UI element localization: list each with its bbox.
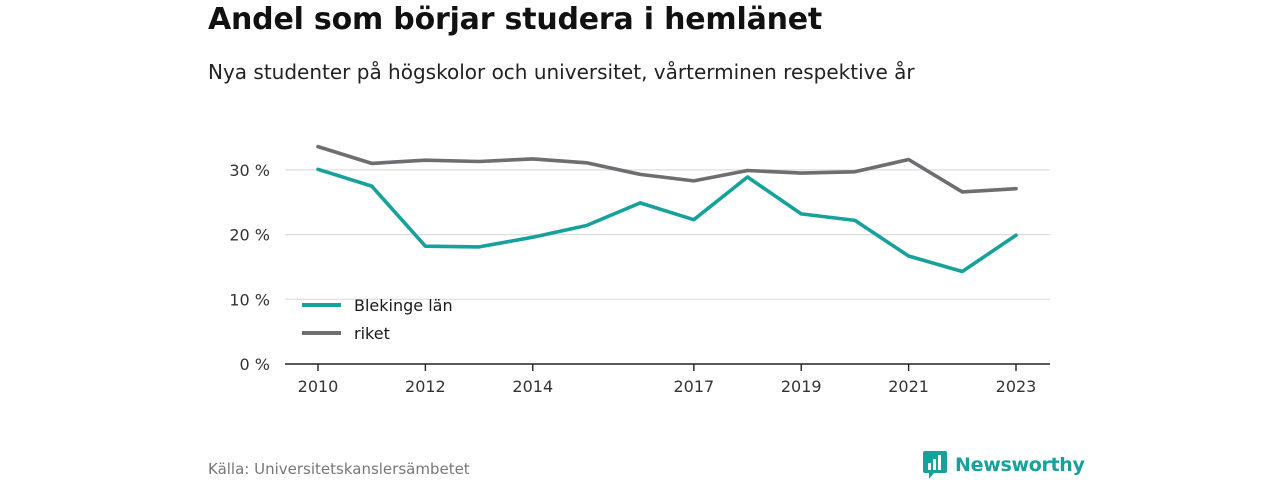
x-tick-label: 2021: [888, 377, 929, 396]
series-line-blekinge: [316, 167, 1018, 274]
y-tick-label: 0 %: [240, 355, 270, 374]
series-line-riket: [316, 144, 1018, 194]
x-tick-label: 2017: [673, 377, 714, 396]
chart-subtitle: Nya studenter på högskolor och universit…: [208, 60, 915, 84]
brand-logo: Newsworthy: [922, 450, 1085, 480]
bar-chart-speech-icon: [923, 451, 947, 479]
chart-title: Andel som börjar studera i hemlänet: [208, 2, 823, 37]
source-note: Källa: Universitetskanslersämbetet: [208, 460, 470, 478]
y-tick-label: 30 %: [229, 161, 270, 180]
y-tick-label: 10 %: [229, 290, 270, 309]
line-chart: 0 % 10 % 20 % 30 % 2010 2012 2014 2017 2019 2021 2…: [229, 144, 1050, 396]
x-tick-label: 2023: [996, 377, 1037, 396]
legend: Blekinge län riket: [302, 296, 453, 343]
brand-name: Newsworthy: [955, 454, 1085, 476]
legend-label: Blekinge län: [354, 296, 453, 315]
legend-label: riket: [354, 324, 390, 343]
y-tick-label: 20 %: [229, 226, 270, 245]
x-tick-label: 2019: [781, 377, 822, 396]
x-tick-label: 2010: [298, 377, 339, 396]
x-tick-label: 2014: [512, 377, 553, 396]
x-tick-label: 2012: [405, 377, 446, 396]
